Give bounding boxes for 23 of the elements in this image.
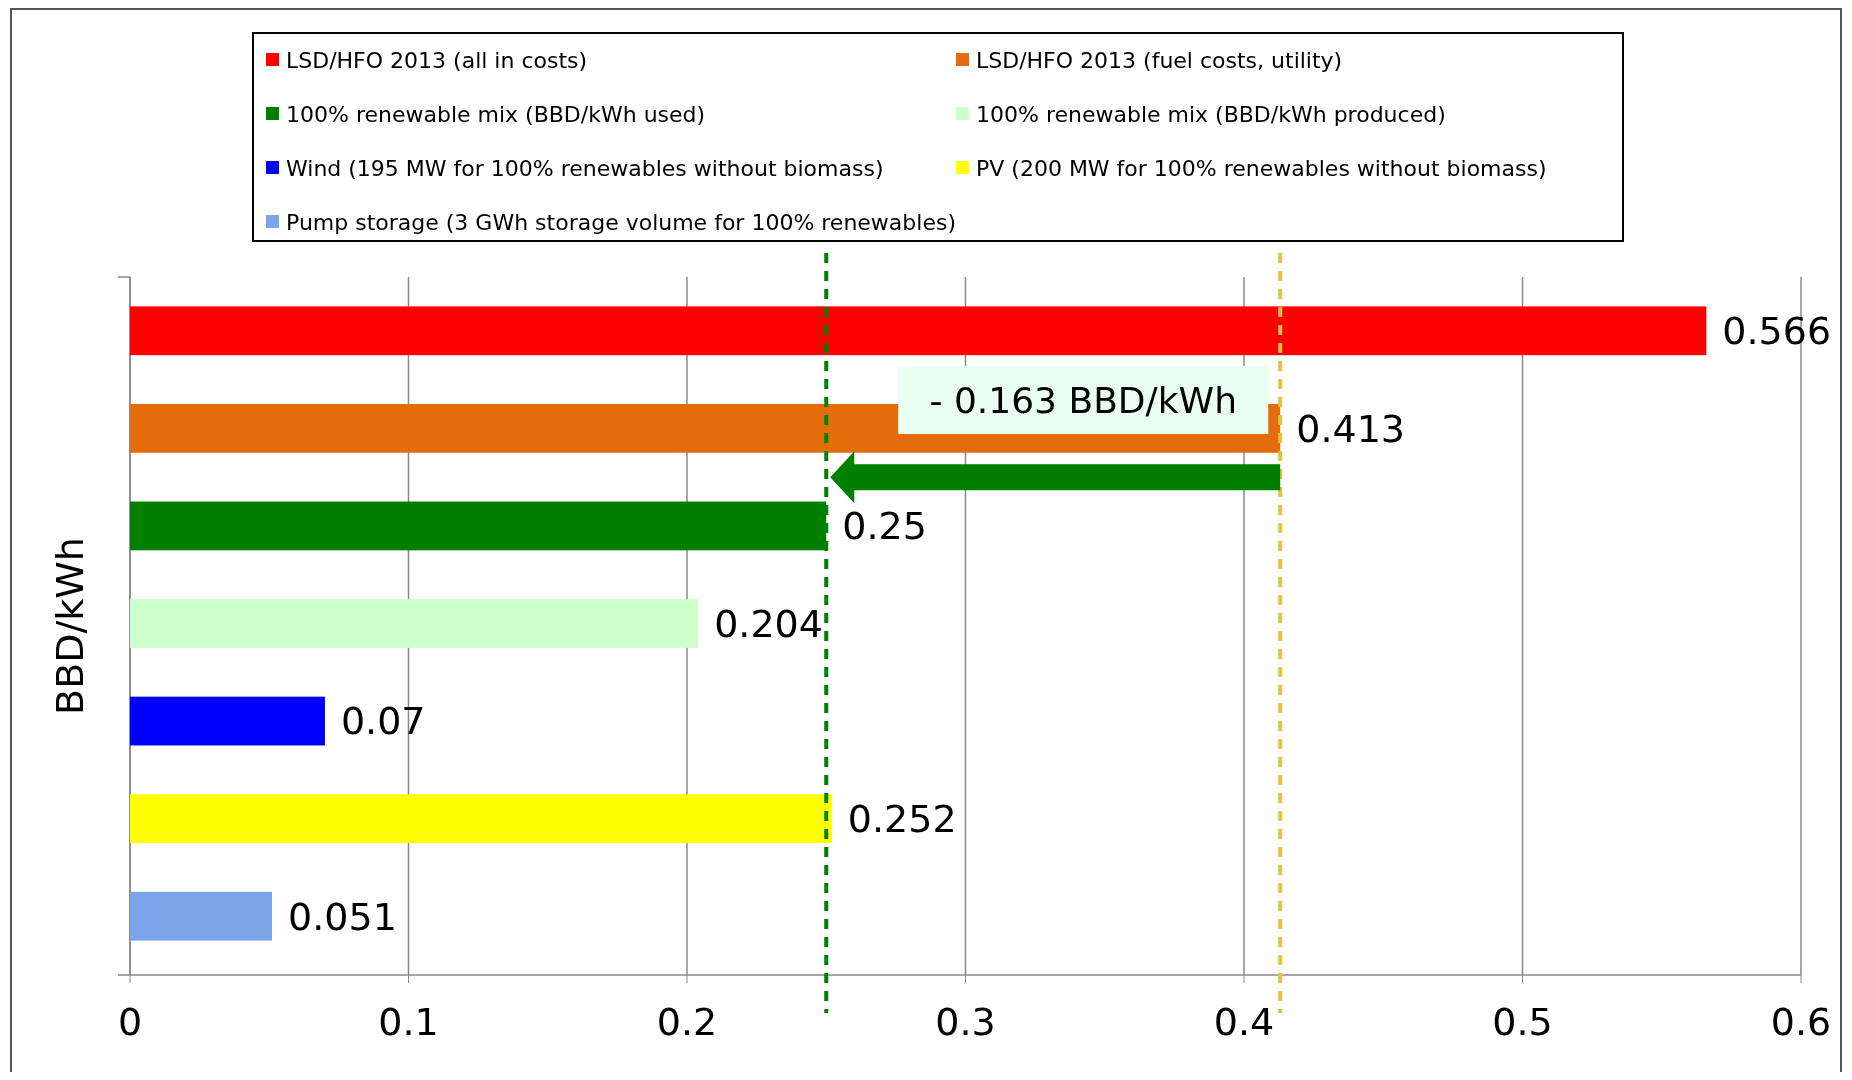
data-label: 0.204 <box>714 601 823 646</box>
legend-label: LSD/HFO 2013 (fuel costs, utility) <box>976 47 1343 73</box>
x-tick-label: 0.1 <box>378 1000 439 1044</box>
y-axis-title: BBD/kWh <box>48 537 92 715</box>
annotation: - 0.163 BBD/kWh <box>929 379 1237 421</box>
data-label: 0.25 <box>842 504 927 549</box>
x-tick-label: 0.5 <box>1492 1000 1553 1044</box>
data-label: 0.252 <box>847 796 957 841</box>
legend-label: LSD/HFO 2013 (all in costs) <box>286 47 588 73</box>
data-label: 0.413 <box>1296 406 1405 451</box>
legend-label: 100% renewable mix (BBD/kWh used) <box>286 101 706 127</box>
data-label: 0.07 <box>340 699 426 744</box>
legend-label: Pump storage (3 GWh storage volume for 100% renewables) <box>286 209 956 235</box>
data-label: 0.566 <box>1722 309 1832 354</box>
x-tick-label: 0.4 <box>1213 1000 1275 1044</box>
legend-label: PV (200 MW for 100% renewables without biomass) <box>976 155 1547 181</box>
x-tick-label: 0 <box>117 1000 143 1044</box>
x-tick-label: 0.3 <box>935 1000 996 1044</box>
x-tick-label: 0.6 <box>1770 1000 1832 1044</box>
legend-label: 100% renewable mix (BBD/kWh produced) <box>976 101 1446 127</box>
data-label: 0.051 <box>288 894 397 939</box>
x-tick-label: 0.2 <box>656 1000 718 1044</box>
legend-label: Wind (195 MW for 100% renewables without biomass) <box>286 155 884 181</box>
